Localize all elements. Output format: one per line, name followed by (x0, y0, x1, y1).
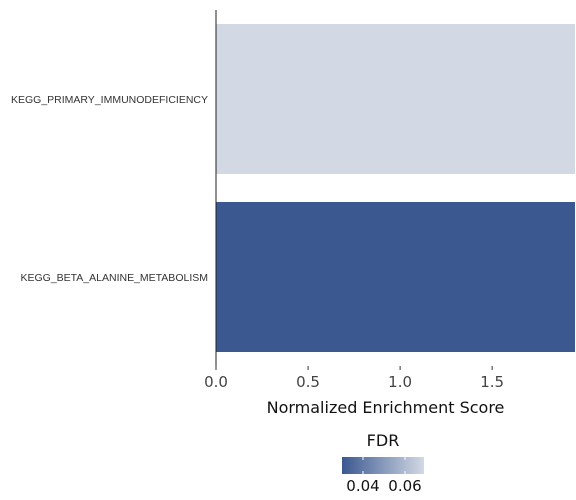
x-tick-label: 0.0 (204, 373, 228, 391)
category-label: KEGG_BETA_ALANINE_METABOLISM (20, 272, 208, 284)
category-label: KEGG_PRIMARY_IMMUNODEFICIENCY (11, 94, 208, 106)
legend-tick-label: 0.06 (388, 477, 421, 495)
legend-colorbar (342, 457, 424, 474)
legend-tick-label: 0.04 (346, 477, 379, 495)
fdr-legend: FDR 0.04 0.06 (342, 431, 424, 495)
x-axis-title: Normalized Enrichment Score (267, 398, 505, 417)
legend-title: FDR (367, 431, 400, 450)
bar-kegg-beta-alanine-metabolism (216, 202, 575, 352)
bar-kegg-primary-immunodeficiency (216, 24, 575, 174)
x-tick-label: 1.0 (388, 373, 412, 391)
x-tick-label: 0.5 (296, 373, 320, 391)
plot-area: KEGG_PRIMARY_IMMUNODEFICIENCY KEGG_BETA_A… (11, 10, 575, 391)
x-tick-label: 1.5 (480, 373, 504, 391)
